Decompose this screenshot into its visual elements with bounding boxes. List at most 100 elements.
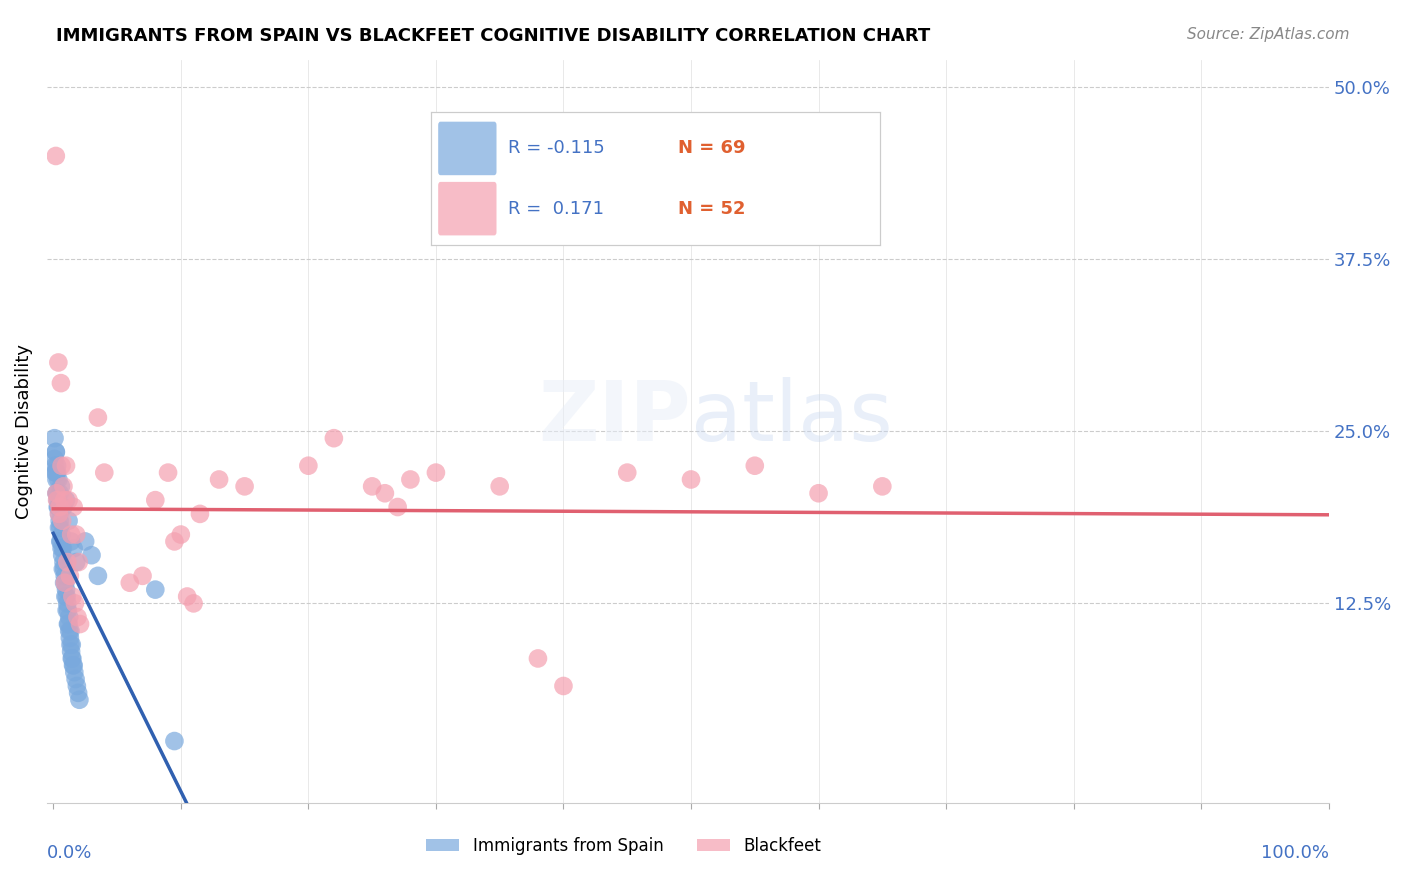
Point [66, 679, 89, 693]
Point [49, 534, 72, 549]
Point [48, 486, 70, 500]
Point [188, 507, 211, 521]
Point [67, 692, 90, 706]
Point [53, 569, 76, 583]
Point [58, 617, 80, 632]
Text: 0.0%: 0.0% [46, 845, 93, 863]
Point [488, 479, 510, 493]
Point [65, 672, 87, 686]
Point [51, 527, 73, 541]
Point [399, 473, 422, 487]
Point [63, 596, 86, 610]
Point [59, 638, 82, 652]
Point [75, 534, 97, 549]
Point [48, 521, 70, 535]
Point [56, 603, 79, 617]
Point [87, 569, 110, 583]
Point [45, 486, 67, 500]
Point [62, 500, 84, 514]
Point [45, 466, 67, 480]
Point [46, 500, 69, 514]
Point [60, 651, 83, 665]
Point [45, 486, 67, 500]
Point [56, 617, 79, 632]
Point [58, 493, 80, 508]
Point [163, 734, 186, 748]
Point [45, 445, 67, 459]
Point [55, 582, 77, 597]
Point [744, 458, 766, 473]
Text: IMMIGRANTS FROM SPAIN VS BLACKFEET COGNITIVE DISABILITY CORRELATION CHART: IMMIGRANTS FROM SPAIN VS BLACKFEET COGNI… [56, 27, 931, 45]
Point [183, 596, 205, 610]
Point [62, 541, 84, 556]
Point [48, 507, 70, 521]
Point [118, 575, 141, 590]
Point [44, 466, 66, 480]
Point [170, 527, 193, 541]
Point [66, 610, 89, 624]
Point [46, 458, 69, 473]
Point [60, 534, 83, 549]
Point [58, 514, 80, 528]
Point [233, 479, 256, 493]
Text: atlas: atlas [690, 377, 893, 458]
Point [616, 466, 638, 480]
Point [176, 590, 198, 604]
Point [679, 473, 702, 487]
Point [44, 458, 66, 473]
Point [53, 493, 76, 508]
Point [387, 500, 409, 514]
Point [163, 534, 186, 549]
Point [55, 590, 77, 604]
Point [44, 451, 66, 466]
Point [45, 445, 67, 459]
Point [52, 541, 75, 556]
Point [53, 562, 76, 576]
Point [63, 665, 86, 680]
Point [55, 603, 77, 617]
Point [55, 458, 77, 473]
Point [49, 534, 72, 549]
Point [59, 569, 82, 583]
Point [62, 658, 84, 673]
Point [807, 486, 830, 500]
Y-axis label: Cognitive Disability: Cognitive Disability [15, 343, 32, 519]
Point [55, 575, 77, 590]
Point [297, 458, 319, 473]
Point [872, 479, 894, 493]
Text: 100.0%: 100.0% [1261, 845, 1329, 863]
Point [553, 679, 575, 693]
Point [56, 596, 79, 610]
Point [374, 486, 396, 500]
Point [46, 493, 69, 508]
Point [55, 590, 77, 604]
Legend: Immigrants from Spain, Blackfeet: Immigrants from Spain, Blackfeet [419, 830, 828, 862]
Point [322, 431, 344, 445]
Point [143, 582, 166, 597]
Point [49, 479, 72, 493]
Point [52, 479, 75, 493]
Point [48, 473, 70, 487]
Point [62, 658, 84, 673]
Point [48, 507, 70, 521]
Point [44, 431, 66, 445]
Point [60, 590, 83, 604]
Point [46, 466, 69, 480]
Text: Source: ZipAtlas.com: Source: ZipAtlas.com [1187, 27, 1350, 42]
Point [425, 466, 447, 480]
Point [49, 521, 72, 535]
Point [58, 610, 80, 624]
Point [60, 651, 83, 665]
Point [45, 149, 67, 163]
Point [527, 651, 550, 665]
Point [46, 493, 69, 508]
Point [60, 644, 83, 658]
Point [208, 473, 231, 487]
Point [67, 555, 90, 569]
Point [48, 514, 70, 528]
Point [143, 493, 166, 508]
Point [52, 555, 75, 569]
Point [65, 527, 87, 541]
Point [58, 624, 80, 638]
Point [45, 473, 67, 487]
